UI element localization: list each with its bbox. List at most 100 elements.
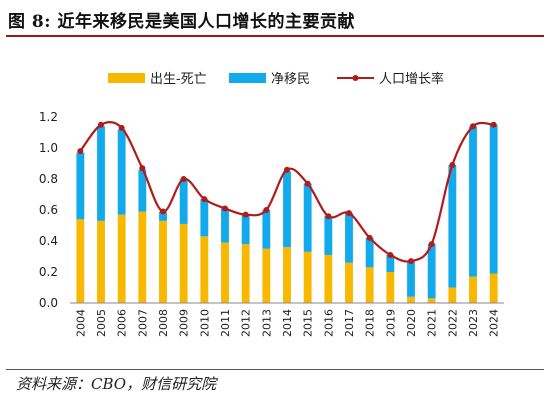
- bar-natural-increase: [179, 223, 188, 303]
- growth-point: [490, 121, 497, 128]
- y-tick-label: 0.2: [39, 265, 58, 279]
- bar-natural-increase: [303, 251, 312, 303]
- growth-point: [222, 205, 228, 212]
- growth-point: [428, 241, 435, 248]
- bar-net-migration: [469, 126, 477, 277]
- bar-net-migration: [97, 126, 105, 221]
- chart-canvas: 出生-死亡 净移民 人口增长率 0.0 0.2 0.4 0.6 0.8 1.0 1.2 20…: [39, 71, 504, 337]
- bar-net-migration: [324, 216, 333, 255]
- x-tick-label: 2007: [136, 309, 149, 337]
- bar-natural-increase: [427, 298, 436, 303]
- x-tick-label: 2014: [281, 309, 294, 337]
- bar-net-migration: [283, 171, 291, 248]
- bar-natural-increase: [241, 244, 250, 303]
- legend-label-natural-increase: 出生-死亡: [150, 72, 207, 87]
- bar-natural-increase: [262, 248, 271, 303]
- bars: [76, 124, 498, 303]
- bar-natural-increase: [365, 267, 374, 303]
- growth-point: [304, 180, 311, 187]
- legend-label-population-growth: 人口增长率: [379, 71, 444, 87]
- x-tick-label: 2009: [178, 309, 191, 337]
- x-tick-label: 2013: [260, 309, 273, 337]
- x-tick-label: 2019: [384, 309, 397, 337]
- x-tick-label: 2006: [116, 309, 129, 337]
- x-tick-label: 2004: [74, 309, 87, 337]
- x-tick-label: 2011: [219, 309, 232, 337]
- growth-point: [470, 123, 476, 130]
- x-tick-label: 2005: [95, 309, 108, 337]
- bar-net-migration: [407, 261, 415, 297]
- figure-title-bar: 图 8: 近年来移民是美国人口增长的主要贡献: [6, 4, 544, 37]
- x-tick-label: 2016: [322, 309, 335, 337]
- bar-net-migration: [262, 210, 271, 249]
- bar-natural-increase: [489, 273, 498, 303]
- bar-net-migration: [365, 237, 374, 268]
- legend-swatch-net-migration: [229, 73, 266, 83]
- y-tick-label: 1.2: [39, 110, 58, 124]
- growth-markers: [77, 121, 497, 265]
- figure-title: 图 8: 近年来移民是美国人口增长的主要贡献: [8, 12, 355, 32]
- bar-natural-increase: [283, 247, 291, 303]
- bar-natural-increase: [407, 296, 415, 303]
- growth-point: [139, 165, 146, 172]
- bar-net-migration: [179, 179, 188, 224]
- growth-point: [387, 251, 394, 258]
- source-divider: [6, 369, 544, 370]
- bar-net-migration: [221, 208, 229, 243]
- x-axis: 2004 2005 2006 2007 2008 2009 2010 2011 2012 2013…: [74, 309, 500, 337]
- growth-point: [263, 207, 270, 213]
- growth-point: [118, 124, 125, 131]
- x-tick-label: 2008: [157, 309, 170, 337]
- growth-point: [77, 148, 84, 155]
- bar-net-migration: [117, 129, 126, 215]
- bar-natural-increase: [117, 214, 126, 303]
- x-tick-label: 2012: [240, 309, 253, 337]
- x-tick-label: 2022: [446, 309, 459, 337]
- bar-natural-increase: [345, 262, 353, 303]
- source-note: 资料来源：CBO，财信研究院: [16, 373, 216, 394]
- growth-point: [284, 166, 290, 173]
- legend-marker-population-growth: [352, 75, 359, 81]
- bar-natural-increase: [159, 220, 167, 303]
- growth-point: [180, 176, 187, 182]
- growth-point: [98, 121, 104, 128]
- x-tick-label: 2021: [426, 309, 439, 337]
- x-tick-label: 2017: [343, 309, 356, 337]
- growth-point: [325, 213, 332, 220]
- bar-net-migration: [76, 152, 85, 220]
- x-tick-label: 2023: [467, 309, 480, 337]
- bar-net-migration: [241, 214, 250, 245]
- bar-net-migration: [138, 169, 147, 212]
- x-tick-label: 2010: [198, 309, 211, 337]
- bar-net-migration: [303, 183, 312, 252]
- y-tick-label: 0.0: [39, 296, 58, 310]
- bar-natural-increase: [97, 220, 105, 303]
- bar-natural-increase: [448, 287, 457, 303]
- bar-natural-increase: [469, 276, 477, 303]
- y-tick-label: 1.0: [39, 141, 58, 155]
- growth-point: [346, 210, 352, 217]
- legend-label-net-migration: 净移民: [271, 72, 310, 87]
- y-tick-label: 0.8: [39, 172, 58, 186]
- bar-net-migration: [200, 199, 209, 237]
- x-tick-label: 2018: [364, 309, 377, 337]
- y-tick-label: 0.4: [39, 234, 58, 248]
- bar-net-migration: [448, 165, 457, 288]
- growth-point: [160, 208, 166, 215]
- bar-net-migration: [159, 211, 167, 221]
- x-tick-label: 2024: [488, 309, 501, 337]
- title-divider: [6, 35, 544, 37]
- bar-natural-increase: [138, 211, 147, 303]
- y-axis: 0.0 0.2 0.4 0.6 0.8 1.0 1.2: [39, 110, 58, 310]
- bar-natural-increase: [76, 219, 85, 303]
- bar-natural-increase: [221, 242, 229, 303]
- growth-point: [242, 211, 249, 218]
- bar-natural-increase: [386, 272, 395, 303]
- source-label: 资料来源：: [16, 375, 92, 393]
- plot-area: [70, 121, 504, 304]
- growth-point: [408, 258, 414, 265]
- bar-natural-increase: [324, 254, 333, 303]
- growth-point: [201, 196, 208, 203]
- bar-net-migration: [345, 213, 353, 263]
- bar-net-migration: [386, 254, 395, 272]
